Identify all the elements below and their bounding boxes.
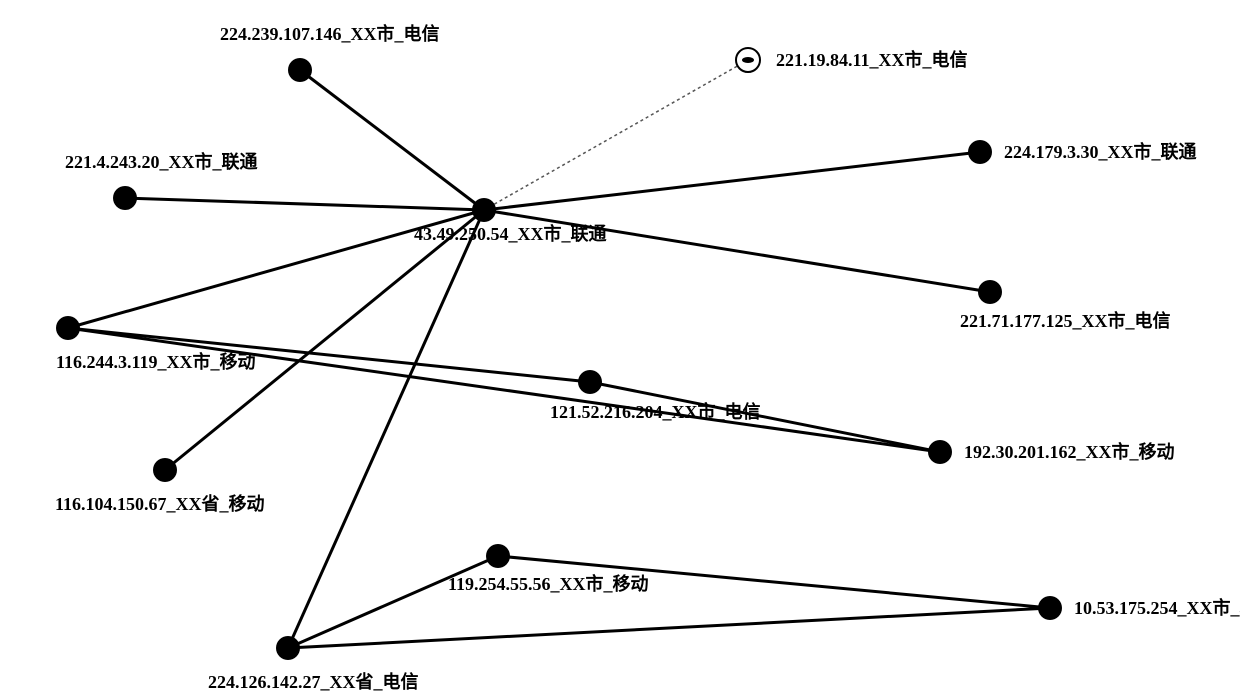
network-graph: 224.239.107.146_XX市_电信 221.19.84.11_XX市_电… bbox=[0, 0, 1240, 700]
node-marker bbox=[968, 140, 992, 164]
node-marker bbox=[56, 316, 80, 340]
node-marker bbox=[486, 544, 510, 568]
node-marker bbox=[288, 58, 312, 82]
node-marker bbox=[978, 280, 1002, 304]
node-marker bbox=[276, 636, 300, 660]
node-marker bbox=[113, 186, 137, 210]
edge bbox=[484, 210, 990, 292]
node-marker bbox=[153, 458, 177, 482]
edge bbox=[288, 608, 1050, 648]
edge bbox=[288, 556, 498, 648]
edge bbox=[484, 152, 980, 210]
node-label: 116.244.3.119_XX市_移动 bbox=[56, 351, 256, 372]
node-label: 10.53.175.254_XX市_联通 bbox=[1074, 597, 1240, 618]
node-label: 221.71.177.125_XX市_电信 bbox=[960, 310, 1171, 331]
edge bbox=[300, 70, 484, 210]
edge bbox=[68, 328, 940, 452]
node-label: 116.104.150.67_XX省_移动 bbox=[55, 493, 265, 514]
edge bbox=[484, 60, 748, 210]
node-marker-inner bbox=[742, 57, 754, 63]
node-label: 221.4.243.20_XX市_联通 bbox=[65, 151, 258, 172]
node-marker bbox=[928, 440, 952, 464]
nodes-layer: 224.239.107.146_XX市_电信 221.19.84.11_XX市_电… bbox=[55, 23, 1240, 692]
node-label: 43.49.250.54_XX市_联通 bbox=[414, 223, 607, 244]
edge bbox=[165, 210, 484, 470]
node-label: 224.239.107.146_XX市_电信 bbox=[220, 23, 440, 44]
node-marker bbox=[472, 198, 496, 222]
node-label: 192.30.201.162_XX市_移动 bbox=[964, 441, 1175, 462]
node-label: 224.126.142.27_XX省_电信 bbox=[208, 671, 419, 692]
edge bbox=[125, 198, 484, 210]
node-marker bbox=[1038, 596, 1062, 620]
node-label: 224.179.3.30_XX市_联通 bbox=[1004, 141, 1197, 162]
node-label: 221.19.84.11_XX市_电信 bbox=[776, 49, 968, 70]
node-label: 119.254.55.56_XX市_移动 bbox=[448, 573, 649, 594]
node-label: 121.52.216.204_XX市_电信 bbox=[550, 401, 761, 422]
node-marker bbox=[578, 370, 602, 394]
